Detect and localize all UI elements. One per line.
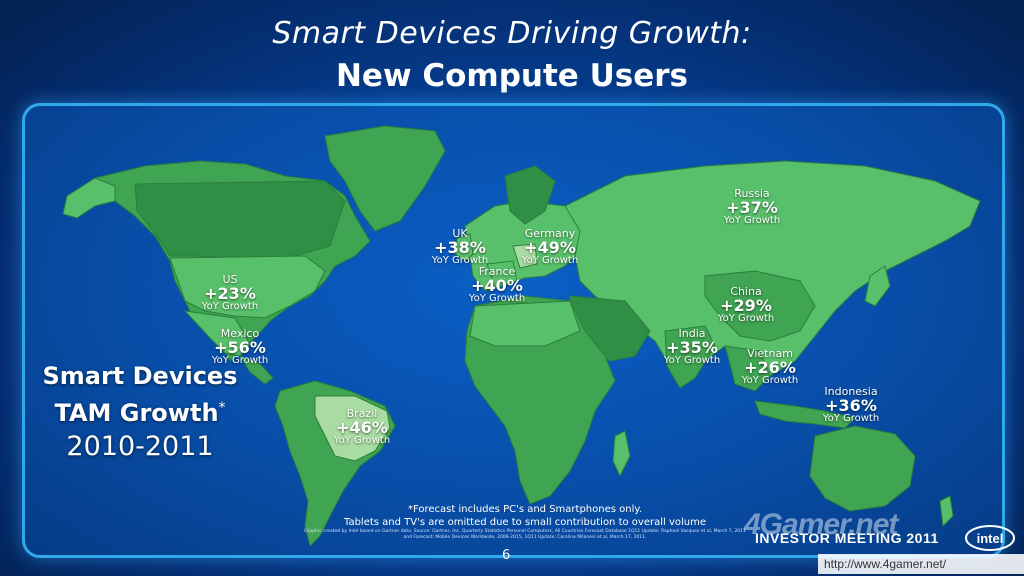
label-name: Mexico (220, 327, 260, 340)
label-sub: YoY Growth (663, 355, 721, 367)
title-line-2: New Compute Users (335, 58, 689, 94)
label-name: Brazil (346, 407, 378, 420)
landmass-japan (864, 265, 891, 307)
slide-title: Smart Devices Driving Growth: New Comput… (0, 14, 1024, 98)
footnote-source: Graphic created by Intel based on Gartne… (304, 529, 746, 540)
label-germany: Germany +49% YoY Growth (515, 228, 585, 267)
label-sub: YoY Growth (468, 293, 526, 305)
label-name: Vietnam (747, 347, 793, 360)
label-name: France (478, 265, 516, 278)
label-mexico: Mexico +56% YoY Growth (208, 328, 272, 367)
intel-logo-text: intel (977, 531, 1004, 546)
tam-years: 2010-2011 (66, 431, 214, 462)
label-vietnam: Vietnam +26% YoY Growth (738, 348, 802, 387)
region-usa (169, 255, 326, 319)
world-map (62, 125, 981, 547)
landmass-new-zealand (939, 495, 954, 528)
intel-logo: intel (965, 525, 1015, 551)
label-france: France +40% YoY Growth (465, 266, 529, 305)
label-value: +40% (471, 275, 523, 295)
label-value: +49% (524, 237, 576, 257)
label-value: +56% (214, 337, 266, 357)
watermark-brand: 4Gamer.net (744, 508, 898, 541)
footnote-line-1: *Forecast includes PC's and Smartphones … (407, 504, 643, 515)
title-line-1: Smart Devices Driving Growth: (272, 16, 752, 51)
landmass-africa (464, 295, 616, 505)
region-alaska (62, 177, 116, 219)
region-brazil (314, 395, 391, 462)
label-sub: YoY Growth (431, 255, 489, 267)
label-sub: YoY Growth (717, 313, 775, 325)
label-value: +36% (825, 395, 877, 415)
tam-growth-heading: Smart Devices TAM Growth* 2010-2011 (40, 360, 240, 465)
region-india (664, 325, 716, 389)
label-sub: YoY Growth (723, 215, 781, 227)
label-sub: YoY Growth (333, 435, 391, 447)
label-sub: YoY Growth (822, 413, 880, 425)
region-uk (454, 233, 474, 262)
label-value: +23% (204, 283, 256, 303)
label-name: China (730, 285, 762, 298)
region-madagascar (612, 430, 631, 478)
label-value: +26% (744, 357, 796, 377)
label-name: Indonesia (824, 385, 878, 398)
region-germany (512, 243, 538, 269)
tam-line-1: Smart Devices (42, 362, 238, 390)
label-china: China +29% YoY Growth (714, 286, 778, 325)
label-sub: YoY Growth (211, 355, 269, 367)
label-sub: YoY Growth (201, 301, 259, 313)
label-name: US (222, 273, 238, 286)
region-southeast-asia (724, 345, 771, 392)
label-brazil: Brazil +46% YoY Growth (330, 408, 394, 447)
tam-asterisk: * (218, 400, 226, 416)
region-north-africa (469, 300, 581, 347)
landmass-greenland (324, 125, 446, 232)
region-central-america (238, 354, 274, 385)
footnote-line-2: Tablets and TV's are omitted due to smal… (343, 517, 707, 528)
region-canada (134, 180, 346, 259)
label-sub: YoY Growth (741, 375, 799, 387)
label-value: +35% (666, 337, 718, 357)
label-name: Russia (734, 187, 770, 200)
watermark-url: http://www.4gamer.net/ (818, 554, 1024, 574)
label-value: +37% (726, 197, 778, 217)
label-name: UK (452, 227, 468, 240)
label-us: US +23% YoY Growth (198, 274, 262, 313)
event-label: INVESTOR MEETING 2011 (755, 530, 939, 546)
label-russia: Russia +37% YoY Growth (720, 188, 784, 227)
label-indonesia: Indonesia +36% YoY Growth (816, 386, 886, 425)
tam-line-2: TAM Growth* (40, 392, 240, 429)
footnote: *Forecast includes PC's and Smartphones … (300, 503, 750, 541)
tam-line-2-text: TAM Growth (54, 399, 219, 427)
label-value: +46% (336, 417, 388, 437)
region-china (704, 270, 816, 342)
label-india: India +35% YoY Growth (660, 328, 724, 367)
label-value: +29% (720, 295, 772, 315)
label-uk: UK +38% YoY Growth (428, 228, 492, 267)
landmass-australia (809, 425, 916, 512)
region-france (486, 260, 518, 289)
label-sub: YoY Growth (521, 255, 579, 267)
region-scandinavia (504, 165, 556, 225)
label-value: +38% (434, 237, 486, 257)
label-name: Germany (524, 227, 576, 240)
page-number: 6 (502, 548, 511, 563)
map-frame (22, 103, 1005, 558)
label-name: India (678, 327, 706, 340)
